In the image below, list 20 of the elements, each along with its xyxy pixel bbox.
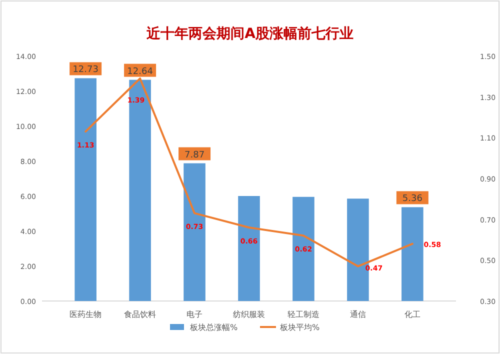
data-label: 7.87 bbox=[184, 150, 205, 160]
x-tick-label: 医药生物 bbox=[70, 310, 102, 319]
data-label: 12.73 bbox=[72, 65, 98, 76]
legend-label: 板块总涨幅% bbox=[189, 323, 238, 332]
bar bbox=[184, 163, 206, 301]
bar bbox=[74, 78, 96, 301]
data-label: 12.64 bbox=[127, 66, 154, 77]
bar bbox=[238, 196, 260, 301]
data-label: 5.36 bbox=[402, 194, 423, 204]
x-tick-label: 通信 bbox=[350, 310, 366, 319]
x-tick-label: 纺织服装 bbox=[233, 310, 265, 319]
bar bbox=[129, 80, 151, 301]
x-tick-label: 轻工制造 bbox=[287, 310, 320, 319]
x-tick-label: 化工 bbox=[404, 310, 420, 319]
chart-title: 近十年两会期间A股涨幅前七行业 bbox=[146, 25, 354, 42]
x-tick-label: 电子 bbox=[186, 310, 203, 319]
bar bbox=[292, 196, 314, 301]
x-tick-label: 食品饮料 bbox=[124, 310, 156, 319]
legend-label: 板块平均% bbox=[279, 323, 320, 332]
bar bbox=[402, 207, 424, 301]
